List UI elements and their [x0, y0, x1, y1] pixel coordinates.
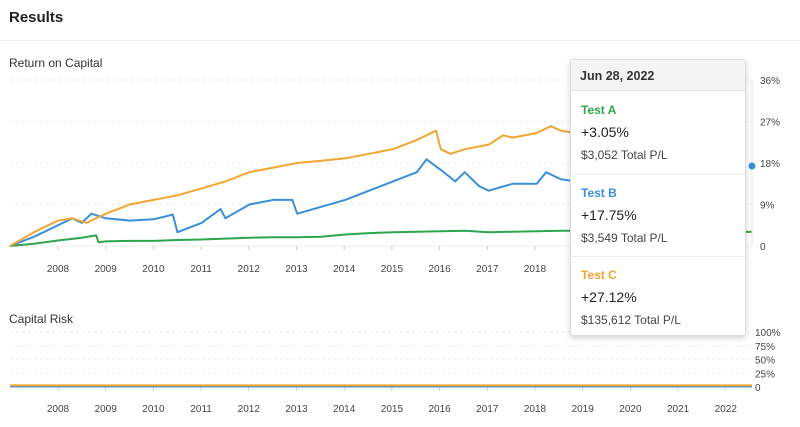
- y-tick-label: 36%: [760, 76, 780, 87]
- x-tick-label: 2011: [190, 264, 212, 275]
- x-tick-label: 2017: [476, 404, 499, 415]
- x-tick-label: 2022: [715, 404, 738, 415]
- x-tick-label: 2014: [333, 264, 356, 275]
- hover-point: [748, 162, 756, 170]
- x-tick-label: 2018: [524, 264, 547, 275]
- hover-tooltip: Jun 28, 2022 Test A +3.05% $3,052 Total …: [570, 59, 746, 336]
- tooltip-date: Jun 28, 2022: [571, 60, 745, 91]
- x-tick-label: 2020: [619, 404, 642, 415]
- y-tick-label: 50%: [755, 356, 775, 367]
- y-tick-label: 18%: [760, 159, 780, 170]
- tooltip-divider: [571, 256, 745, 257]
- y-tick-label: 0: [760, 242, 766, 253]
- header-divider: [0, 40, 800, 41]
- risk-chart-title: Capital Risk: [9, 312, 74, 326]
- tooltip-item-test-c: Test C +27.12% $135,612 Total P/L: [571, 268, 745, 327]
- x-tick-label: 2016: [428, 404, 451, 415]
- x-tick-label: 2015: [381, 264, 404, 275]
- y-tick-label: 25%: [755, 369, 775, 380]
- x-tick-label: 2016: [428, 264, 451, 275]
- x-tick-label: 2019: [572, 404, 595, 415]
- x-tick-label: 2008: [47, 404, 70, 415]
- x-tick-label: 2010: [142, 404, 165, 415]
- x-tick-label: 2009: [95, 404, 118, 415]
- tooltip-series-name: Test B: [581, 186, 617, 200]
- x-tick-label: 2013: [285, 404, 308, 415]
- y-tick-label: 75%: [755, 342, 775, 353]
- x-tick-label: 2011: [190, 404, 212, 415]
- tooltip-series-name: Test A: [581, 103, 617, 117]
- y-tick-label: 27%: [760, 118, 780, 129]
- x-tick-label: 2012: [238, 404, 261, 415]
- x-tick-label: 2017: [476, 264, 499, 275]
- x-tick-label: 2014: [333, 404, 356, 415]
- series-line-test-b: [9, 158, 576, 247]
- x-tick-label: 2008: [47, 264, 70, 275]
- tooltip-series-pl: $3,052 Total P/L: [581, 148, 668, 162]
- x-tick-label: 2009: [95, 264, 118, 275]
- x-tick-label: 2018: [524, 404, 547, 415]
- tooltip-item-test-b: Test B +17.75% $3,549 Total P/L: [571, 186, 745, 245]
- page-title: Results: [9, 9, 64, 26]
- y-tick-label: 100%: [755, 328, 781, 339]
- y-tick-label: 0: [755, 383, 761, 394]
- tooltip-series-name: Test C: [581, 268, 617, 282]
- x-tick-label: 2021: [667, 404, 690, 415]
- x-tick-label: 2015: [381, 404, 404, 415]
- series-line-test-a: [9, 229, 753, 247]
- tooltip-series-pl: $135,612 Total P/L: [581, 313, 681, 327]
- series-line-test-c: [9, 125, 576, 247]
- tooltip-series-pct: +3.05%: [581, 124, 629, 140]
- x-tick-label: 2010: [142, 264, 165, 275]
- tooltip-series-pct: +17.75%: [581, 207, 637, 223]
- tooltip-divider: [571, 174, 745, 175]
- tooltip-series-pl: $3,549 Total P/L: [581, 231, 668, 245]
- x-tick-label: 2012: [238, 264, 261, 275]
- return-chart-title: Return on Capital: [9, 56, 103, 70]
- y-tick-label: 9%: [760, 201, 775, 212]
- x-tick-label: 2013: [285, 264, 308, 275]
- tooltip-series-pct: +27.12%: [581, 289, 637, 305]
- tooltip-item-test-a: Test A +3.05% $3,052 Total P/L: [571, 103, 745, 162]
